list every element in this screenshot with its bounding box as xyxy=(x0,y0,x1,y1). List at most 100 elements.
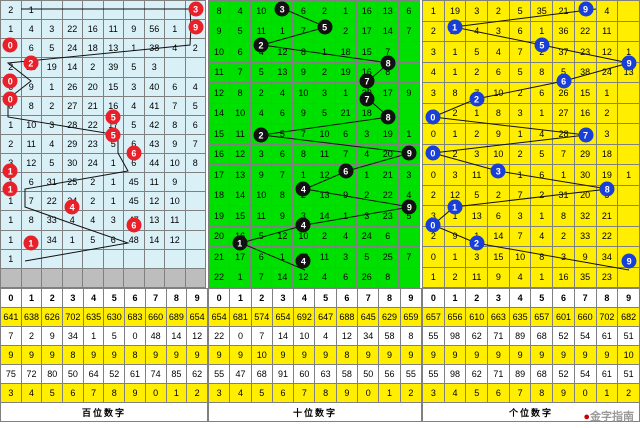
cell: 18 xyxy=(595,143,619,165)
cell: 18 xyxy=(207,184,231,206)
table-row: 19 15 11 9 3 14 1 3 23 5 xyxy=(207,205,421,227)
cell xyxy=(184,172,206,193)
marker-bubble[interactable]: 4 xyxy=(295,217,311,233)
stats-block-title-row: 百位数字 xyxy=(0,402,208,422)
marker-bubble[interactable]: 7 xyxy=(359,91,375,107)
marker-bubble[interactable]: 0 xyxy=(2,91,18,107)
cell: 98 xyxy=(443,364,467,384)
cell xyxy=(143,267,165,289)
cell: 11 xyxy=(143,172,165,193)
marker-bubble[interactable]: 8 xyxy=(380,55,396,71)
cell: 4 xyxy=(508,266,532,288)
cell: 6 xyxy=(530,82,554,104)
marker-bubble[interactable]: 5 xyxy=(534,37,550,53)
marker-bubble[interactable]: 6 xyxy=(338,163,354,179)
marker-bubble[interactable]: 1 xyxy=(232,235,248,251)
cell: 22 xyxy=(41,191,63,212)
marker-bubble[interactable]: 8 xyxy=(599,181,615,197)
cell: 2 xyxy=(313,61,336,83)
marker-bubble[interactable]: 9 xyxy=(621,55,637,71)
marker-bubble[interactable]: 2 xyxy=(469,91,484,107)
marker-bubble[interactable]: 0 xyxy=(425,217,441,233)
cell: 1 xyxy=(355,164,378,186)
cell: 14 xyxy=(313,205,336,227)
cell: 16 xyxy=(552,266,575,288)
marker-bubble[interactable]: 4 xyxy=(295,253,311,269)
cell: 2 xyxy=(530,184,554,206)
panel-hundreds[interactable]: 2131432216119561906524181313842225191423… xyxy=(0,0,206,289)
marker-bubble[interactable]: 9 xyxy=(188,19,204,35)
cell: 4 xyxy=(184,76,206,97)
cell: 1 xyxy=(443,123,467,145)
marker-bubble[interactable]: 6 xyxy=(126,145,142,161)
marker-bubble[interactable]: 1 xyxy=(447,199,463,215)
marker-bubble[interactable]: 9 xyxy=(578,1,593,17)
cell: 12 xyxy=(20,152,42,174)
cell: 2 xyxy=(552,225,575,247)
cell xyxy=(617,184,640,206)
cell: 9 xyxy=(397,82,421,104)
marker-bubble[interactable]: 5 xyxy=(105,109,121,125)
cell: 7 xyxy=(164,95,186,116)
cell: 4 xyxy=(530,123,554,145)
marker-bubble[interactable]: 5 xyxy=(317,19,333,35)
marker-bubble[interactable]: 4 xyxy=(64,199,80,215)
cell: 4 xyxy=(443,383,467,403)
marker-bubble[interactable]: 7 xyxy=(359,73,375,89)
marker-bubble[interactable]: 0 xyxy=(425,145,441,161)
marker-bubble[interactable]: 1 xyxy=(447,19,463,35)
marker-bubble[interactable]: 6 xyxy=(126,217,142,233)
cell: 11 xyxy=(595,20,619,42)
marker-bubble[interactable]: 1 xyxy=(2,181,18,197)
cell: 610 xyxy=(465,307,489,327)
cell: 38 xyxy=(143,38,165,59)
marker-bubble[interactable]: 9 xyxy=(401,199,417,215)
marker-bubble[interactable]: 3 xyxy=(188,1,204,17)
cell: 4 xyxy=(487,41,510,63)
cell: 52 xyxy=(103,364,126,384)
stats-row-frequency: 654 681 574 654 692 647 688 645 629 659 xyxy=(207,307,423,327)
cell: 9 xyxy=(124,383,146,403)
cell xyxy=(102,248,124,269)
cell: 56 xyxy=(378,364,401,384)
cell: 638 xyxy=(20,307,43,327)
cell: 2 xyxy=(82,191,104,212)
marker-bubble[interactable]: 0 xyxy=(2,73,18,89)
marker-bubble[interactable]: 9 xyxy=(401,145,417,161)
panel-tens[interactable]: 8410362116136951117321714710641281181571… xyxy=(207,0,421,288)
cell: 75 xyxy=(0,364,22,384)
marker-bubble[interactable]: 8 xyxy=(380,109,396,125)
cell: 660 xyxy=(144,307,167,327)
marker-bubble[interactable]: 2 xyxy=(253,37,269,53)
cell: 2 xyxy=(595,102,619,124)
cell: 9 xyxy=(229,345,252,365)
marker-bubble[interactable]: 3 xyxy=(274,1,290,17)
cell: 31 xyxy=(552,184,575,206)
marker-bubble[interactable]: 0 xyxy=(425,109,441,125)
cell: 9 xyxy=(293,345,316,365)
marker-bubble[interactable]: 1 xyxy=(2,163,18,179)
cell: 9 xyxy=(123,19,145,40)
marker-bubble[interactable]: 2 xyxy=(23,55,39,71)
marker-bubble[interactable]: 2 xyxy=(469,235,484,251)
marker-bubble[interactable]: 1 xyxy=(23,235,39,251)
cell xyxy=(20,248,42,269)
cell: 63 xyxy=(314,364,337,384)
marker-bubble[interactable]: 9 xyxy=(621,253,637,269)
marker-bubble[interactable]: 2 xyxy=(253,127,269,143)
marker-bubble[interactable]: 7 xyxy=(578,127,593,143)
cell: 3 xyxy=(487,20,510,42)
marker-bubble[interactable]: 6 xyxy=(556,73,572,89)
cell: 7 xyxy=(508,383,532,403)
cell: 1 xyxy=(271,20,294,42)
cell: 19 xyxy=(334,61,357,83)
marker-bubble[interactable]: 5 xyxy=(105,127,121,143)
cell: 0 xyxy=(422,246,445,268)
marker-bubble[interactable]: 4 xyxy=(295,181,311,197)
panel-units[interactable]: 1193253521104220436136221131547237231214… xyxy=(422,0,640,288)
marker-bubble[interactable]: 3 xyxy=(490,163,506,179)
marker-bubble[interactable]: 0 xyxy=(2,37,18,53)
cell: 15 xyxy=(355,41,378,63)
